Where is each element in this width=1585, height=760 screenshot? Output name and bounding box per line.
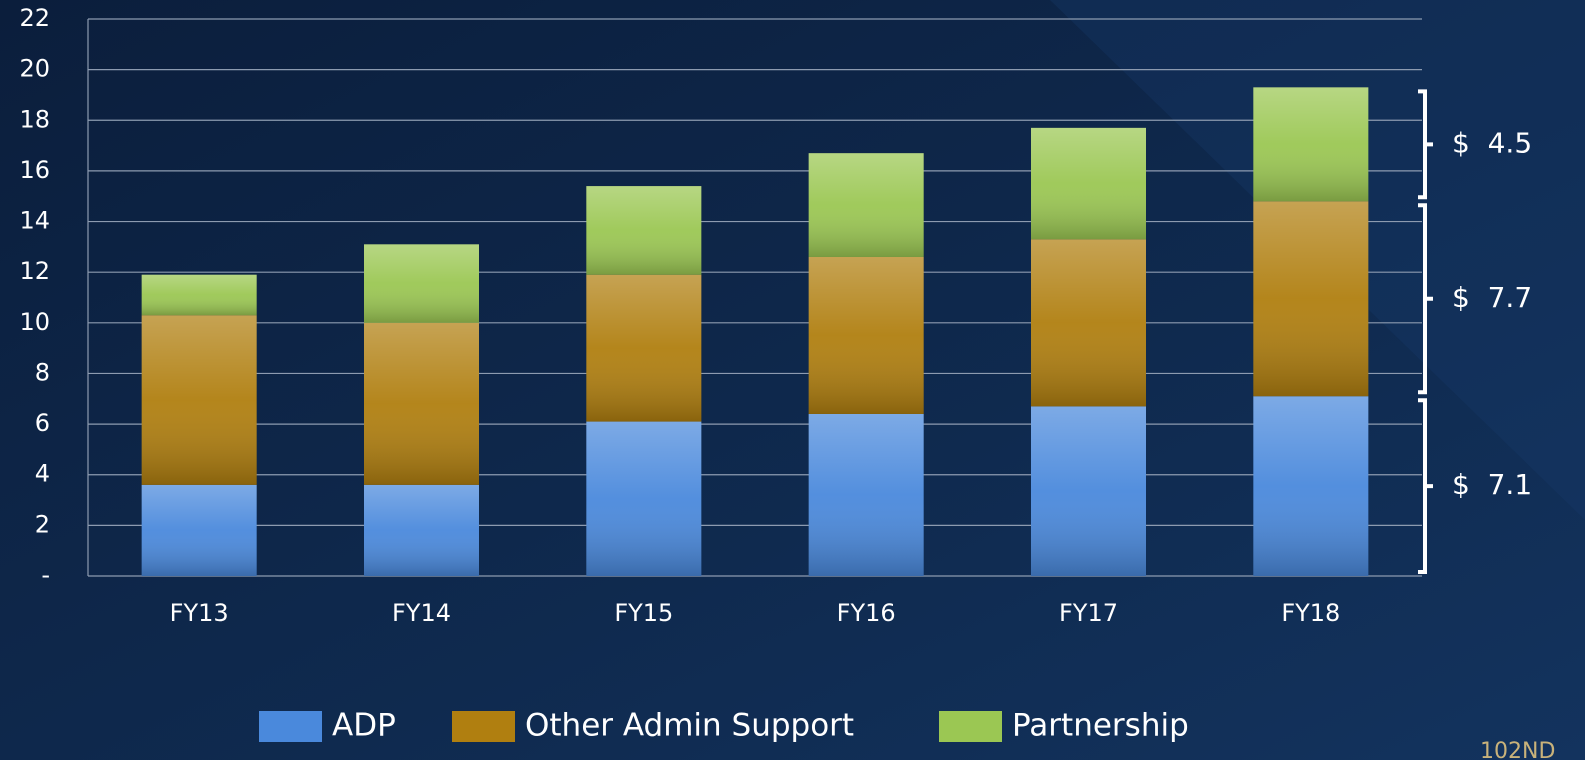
- legend-swatch: [259, 711, 322, 742]
- bar-shade: [1253, 396, 1369, 576]
- x-tick-label: FY14: [392, 599, 451, 627]
- legend-label: Other Admin Support: [525, 708, 854, 744]
- y-tick-label: 22: [19, 4, 50, 32]
- bar-shade: [364, 484, 479, 576]
- x-tick-label: FY13: [170, 599, 229, 627]
- bar-shade: [1253, 201, 1369, 397]
- bar-shade: [586, 274, 702, 422]
- legend-label: ADP: [332, 708, 396, 744]
- bracket-label: $ 7.1: [1452, 468, 1532, 501]
- x-tick-label: FY17: [1059, 599, 1118, 627]
- bracket: [1418, 398, 1433, 574]
- y-tick-label: -: [41, 561, 50, 589]
- x-tick-label: FY16: [837, 599, 896, 627]
- bar-shade: [1031, 406, 1146, 576]
- y-tick-label: 4: [35, 460, 50, 488]
- bar-shade: [808, 153, 924, 257]
- bar-shade: [586, 186, 702, 275]
- y-tick-label: 18: [19, 105, 50, 133]
- bar-shade: [1031, 239, 1146, 407]
- bracket-label: $ 7.7: [1452, 281, 1532, 314]
- x-tick-label: FY15: [614, 599, 673, 627]
- bar-shade: [364, 244, 479, 323]
- y-tick-label: 12: [19, 257, 50, 285]
- y-tick-label: 6: [35, 409, 50, 437]
- bracket: [1418, 89, 1433, 200]
- legend-swatch: [939, 711, 1002, 742]
- y-tick-label: 20: [19, 55, 50, 83]
- x-tick-label: FY18: [1281, 599, 1340, 627]
- bar-shade: [1031, 127, 1146, 240]
- y-tick-label: 14: [19, 207, 50, 235]
- bracket-label: $ 4.5: [1452, 126, 1532, 159]
- footer: 102ND: [1480, 739, 1555, 760]
- legend-swatch: [452, 711, 515, 742]
- bar-shade: [141, 274, 257, 316]
- bar-shade: [808, 413, 924, 576]
- y-tick-label: 8: [35, 358, 50, 386]
- bracket: [1418, 203, 1433, 395]
- bar-shade: [141, 315, 257, 485]
- bar-shade: [364, 322, 479, 485]
- y-tick-label: 10: [19, 308, 50, 336]
- bar-shade: [586, 421, 702, 576]
- y-tick-label: 2: [35, 510, 50, 538]
- bar-shade: [141, 484, 257, 576]
- bar-shade: [1253, 87, 1369, 202]
- legend-label: Partnership: [1012, 708, 1189, 744]
- bar-shade: [808, 256, 924, 414]
- y-tick-label: 16: [19, 156, 50, 184]
